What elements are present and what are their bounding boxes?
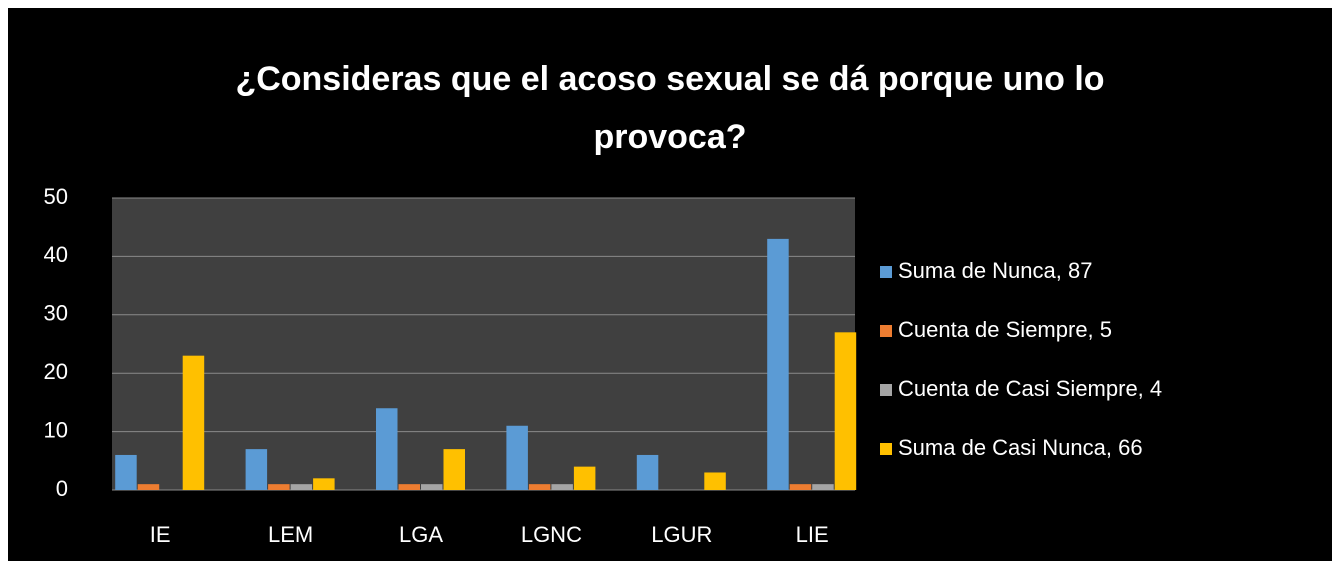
bar [182, 355, 205, 490]
bar [443, 449, 465, 490]
y-tick-label: 30 [44, 301, 68, 326]
legend-label: Suma de Casi Nunca, 66 [898, 435, 1143, 460]
x-tick-label: LGUR [651, 522, 712, 547]
x-tick-label: LGNC [521, 522, 582, 547]
bar [290, 484, 313, 490]
x-tick-label: LIE [796, 522, 829, 547]
y-tick-label: 50 [44, 184, 68, 209]
legend-label: Suma de Nunca, 87 [898, 258, 1092, 283]
bar [789, 484, 812, 490]
x-tick-label: LGA [399, 522, 443, 547]
y-tick-label: 40 [44, 242, 68, 267]
bar [313, 478, 335, 490]
legend-swatch [880, 266, 892, 278]
x-tick-label: IE [150, 522, 171, 547]
y-tick-label: 20 [44, 359, 68, 384]
bar [245, 449, 268, 490]
bar [767, 238, 789, 490]
bar [528, 484, 551, 490]
bar [115, 454, 137, 490]
x-tick-label: LEM [268, 522, 313, 547]
bar [704, 472, 726, 490]
bar [636, 454, 659, 490]
bar [376, 408, 398, 490]
bar [506, 425, 528, 490]
bar [398, 484, 420, 490]
bar [551, 484, 573, 490]
bar [834, 332, 857, 490]
y-tick-label: 0 [56, 476, 68, 501]
bar [573, 466, 596, 490]
bar [137, 484, 160, 490]
y-tick-label: 10 [44, 417, 68, 442]
chart-title: ¿Consideras que el acoso sexual se dá po… [235, 60, 1105, 156]
bar [421, 484, 443, 490]
bar [268, 484, 290, 490]
legend-swatch [880, 443, 892, 455]
legend-swatch [880, 384, 892, 396]
plot-area [112, 198, 855, 490]
bar [812, 484, 834, 490]
legend-label: Cuenta de Siempre, 5 [898, 317, 1112, 342]
legend-swatch [880, 325, 892, 337]
legend-label: Cuenta de Casi Siempre, 4 [898, 376, 1162, 401]
